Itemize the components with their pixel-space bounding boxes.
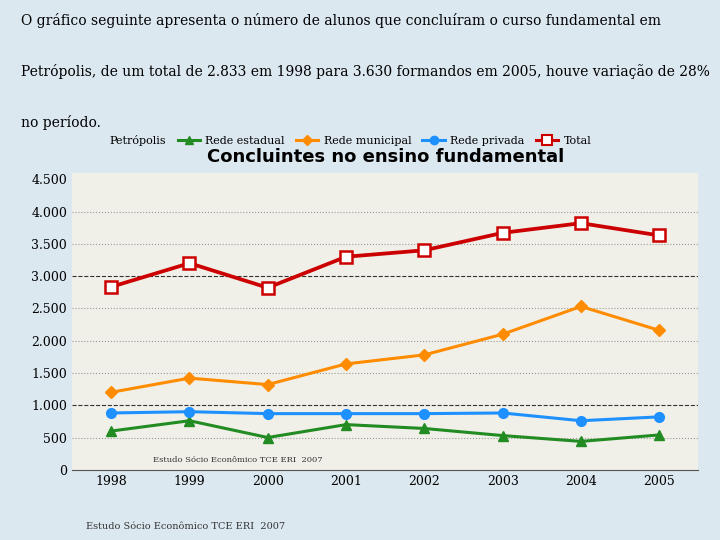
Text: no período.: no período. <box>22 115 102 130</box>
Legend: Petrópolis, Rede estadual, Rede municipal, Rede privada, Total: Petrópolis, Rede estadual, Rede municipa… <box>78 131 595 151</box>
Text: Estudo Sócio Econômico TCE ERI  2007: Estudo Sócio Econômico TCE ERI 2007 <box>86 522 286 531</box>
Title: Concluintes no ensino fundamental: Concluintes no ensino fundamental <box>207 147 564 166</box>
Text: O gráfico seguinte apresenta o número de alunos que concluíram o curso fundament: O gráfico seguinte apresenta o número de… <box>22 13 661 28</box>
Text: Estudo Sócio Econômico TCE ERI  2007: Estudo Sócio Econômico TCE ERI 2007 <box>153 456 323 464</box>
Text: Petrópolis, de um total de 2.833 em 1998 para 3.630 formandos em 2005, houve var: Petrópolis, de um total de 2.833 em 1998… <box>22 64 710 79</box>
